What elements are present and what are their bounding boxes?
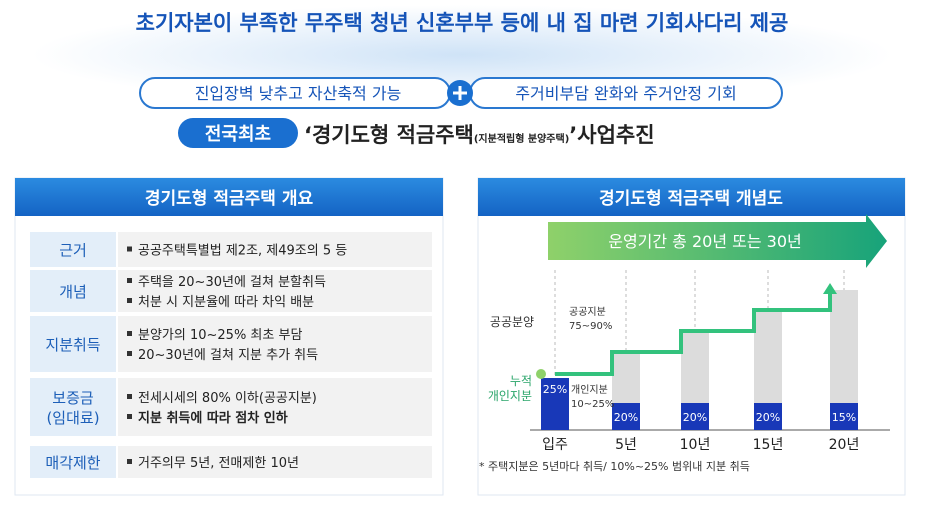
- panel-header: [478, 178, 905, 216]
- bullet: [127, 414, 132, 419]
- row-item: 처분 시 지분율에 따라 차익 배분: [138, 295, 314, 310]
- content-cell: [118, 232, 432, 267]
- period-label: 5년: [615, 437, 637, 453]
- private-share-bar: [541, 378, 569, 430]
- plus-icon: [453, 86, 467, 100]
- label-cell: [30, 232, 116, 267]
- period-label: 입주: [542, 437, 568, 453]
- row-label: 지분취득: [45, 336, 100, 354]
- row-item: 주택을 20~30년에 걸쳐 분할취득: [138, 275, 326, 290]
- panel-header: [15, 178, 443, 216]
- growth-line: [555, 292, 832, 376]
- label-cell: [30, 446, 116, 478]
- private-share-bar: [754, 403, 782, 430]
- period-label: 20년: [829, 437, 860, 453]
- badge: [178, 118, 298, 148]
- label-cell: [30, 270, 116, 312]
- row-item: 지분 취득에 따라 점차 인하: [138, 410, 288, 426]
- row-label: 개념: [59, 283, 87, 301]
- panel-title: 경기도형 적금주택 개요: [145, 188, 314, 209]
- row-item: 분양가의 10~25% 최초 부담: [138, 328, 302, 343]
- content-cell: [118, 446, 432, 478]
- footnote: * 주택지분은 5년마다 취득/ 10%~25% 범위내 지분 취득: [479, 460, 750, 473]
- headline: ‘경기도형 적금주택(지분적립형 분양주택)’사업추진: [304, 123, 655, 147]
- share-label: 20%: [683, 411, 707, 424]
- bullet: [127, 394, 132, 399]
- content-cell: [118, 378, 432, 436]
- bullet: [127, 246, 132, 252]
- arrow-text: 운영기간 총 20년 또는 30년: [608, 232, 802, 251]
- label-cell: [30, 316, 116, 372]
- badge-text: 전국최초: [205, 124, 271, 145]
- annotation: 공공지분 75~90%: [569, 306, 612, 332]
- annotation: 개인지분 10~25%: [571, 384, 614, 410]
- bullet: [127, 298, 132, 303]
- pill-text: 주거비부담 완화와 주거안정 기회: [515, 84, 736, 103]
- arrow: [548, 214, 887, 268]
- period-label: 10년: [680, 437, 711, 453]
- annotation: 누적 개인지분: [488, 374, 532, 403]
- pill-text: 진입장벽 낮추고 자산축적 가능: [195, 84, 402, 103]
- arrow-head: [823, 283, 837, 294]
- share-label: 25%: [543, 383, 567, 396]
- row-item: 공공주택특별법 제2조, 제49조의 5 등: [138, 244, 347, 259]
- share-label: 20%: [756, 411, 780, 424]
- content-cell: [118, 270, 432, 312]
- bullet: [127, 459, 132, 464]
- label: 공공분양: [490, 315, 534, 329]
- bullet: [127, 351, 132, 356]
- private-share-bar: [681, 403, 709, 430]
- share-label: 15%: [832, 411, 856, 424]
- title: 초기자본이 부족한 무주택 청년 신혼부부 등에 내 집 마련 기회사다리 제공: [136, 11, 789, 35]
- private-share-bar: [830, 403, 858, 430]
- bullet: [127, 278, 132, 283]
- row-label: 매각제한: [45, 454, 100, 472]
- row-label: 보증금 (임대료): [46, 389, 99, 427]
- private-share-bar: [612, 403, 640, 430]
- row-item: 전세시세의 80% 이하(공공지분): [138, 391, 317, 406]
- period-label: 15년: [753, 437, 784, 453]
- row-item: 20~30년에 걸쳐 지분 추가 취득: [138, 348, 318, 363]
- bullet: [127, 331, 132, 336]
- panel-title: 경기도형 적금주택 개념도: [599, 188, 783, 209]
- label-cell: [30, 378, 116, 436]
- share-label: 20%: [614, 411, 638, 424]
- start-dot: [536, 369, 546, 379]
- content-cell: [118, 316, 432, 372]
- row-label: 근거: [59, 242, 87, 260]
- row-item: 거주의무 5년, 전매제한 10년: [138, 456, 299, 471]
